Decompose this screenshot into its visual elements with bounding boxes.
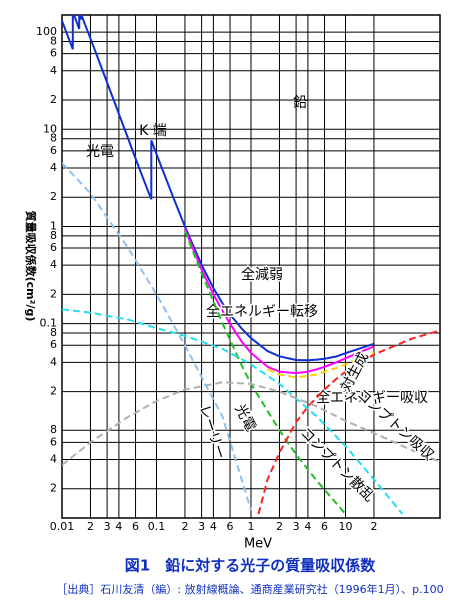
x-tick-label: 4 <box>210 520 217 533</box>
series-label: 全エネルギー転移 <box>206 303 318 320</box>
series-line <box>62 15 375 362</box>
x-axis-label: MeV <box>244 537 272 552</box>
y-tick-label: 100 <box>36 25 57 38</box>
y-tick-label: 2 <box>50 287 57 300</box>
y-tick-label: 8 <box>50 35 57 48</box>
annotation: 鉛 <box>293 95 307 111</box>
y-tick-label: 2 <box>50 93 57 106</box>
x-tick-label: 1 <box>248 520 255 533</box>
y-tick-label: 8 <box>50 326 57 339</box>
y-tick-label: 8 <box>50 423 57 436</box>
series-line <box>62 381 440 466</box>
series-line <box>267 351 375 379</box>
series-line <box>183 228 375 375</box>
series-line <box>257 329 440 515</box>
y-tick-label: 1 <box>50 219 57 232</box>
x-tick-label: 10 <box>339 520 353 533</box>
x-tick-label: 6 <box>321 520 328 533</box>
x-tick-label: 2 <box>276 520 283 533</box>
x-tick-label: 6 <box>227 520 234 533</box>
x-tick-label: 6 <box>132 520 139 533</box>
y-tick-label: 6 <box>50 241 57 254</box>
x-tick-label: 3 <box>104 520 111 533</box>
chart-subtitle: ［出典］石川友清（編）: 放射線概論、通商産業研究社（1996年1月）、p.10… <box>56 582 443 596</box>
y-tick-label: 4 <box>50 161 57 174</box>
y-tick-label: 2 <box>50 482 57 495</box>
y-tick-label: 6 <box>50 338 57 351</box>
annotation: K 端 <box>139 123 167 139</box>
x-tick-label: 3 <box>198 520 205 533</box>
y-tick-label: 8 <box>50 229 57 242</box>
x-tick-label: 4 <box>115 520 122 533</box>
x-tick-label: 3 <box>293 520 300 533</box>
series-label: 光電 <box>231 402 258 434</box>
series-line <box>62 162 252 511</box>
y-tick-label: 2 <box>50 190 57 203</box>
x-tick-label: 2 <box>370 520 377 533</box>
y-tick-label: 10 <box>43 122 57 135</box>
series-line <box>62 308 404 515</box>
x-tick-label: 2 <box>87 520 94 533</box>
x-tick-label: 0.01 <box>50 520 75 533</box>
y-tick-label: 2 <box>50 385 57 398</box>
x-tick-label: 0.1 <box>148 520 166 533</box>
series-label: 全エネルギー吸収 <box>316 389 428 406</box>
chart-title: 図1 鉛に対する光子の質量吸収係数 <box>125 557 376 575</box>
plot-frame <box>61 14 441 519</box>
series-line <box>183 230 347 515</box>
y-tick-label: 6 <box>50 144 57 157</box>
series-label: 全減弱 <box>241 266 283 283</box>
y-tick-label: 4 <box>50 452 57 465</box>
y-tick-label: 0.1 <box>40 317 58 330</box>
y-tick-label: 4 <box>50 64 57 77</box>
y-tick-label: 4 <box>50 355 57 368</box>
x-tick-label: 2 <box>181 520 188 533</box>
series-label: レーリー <box>196 403 229 461</box>
y-tick-label: 8 <box>50 132 57 145</box>
y-axis-label: 質量吸収係数(cm²/g) <box>24 211 38 322</box>
y-tick-label: 6 <box>50 435 57 448</box>
x-tick-label: 4 <box>304 520 311 533</box>
y-tick-label: 4 <box>50 258 57 271</box>
y-tick-label: 6 <box>50 47 57 60</box>
